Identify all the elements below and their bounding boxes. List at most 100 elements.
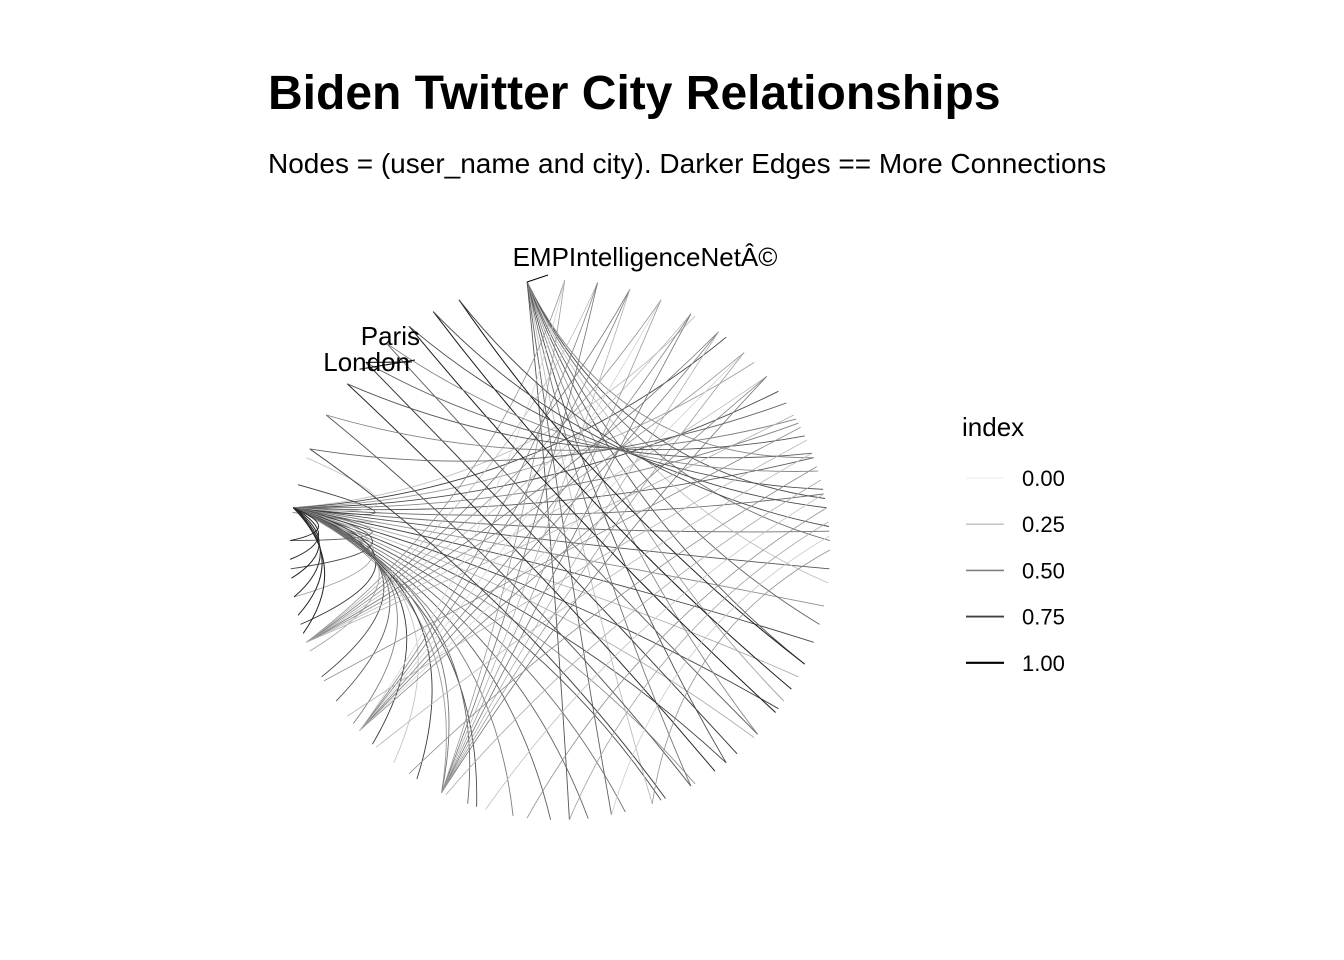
network-edge <box>347 383 805 451</box>
network-edge <box>359 279 566 731</box>
network-edge <box>441 279 566 793</box>
network-edge <box>293 507 799 678</box>
network-edge <box>526 507 827 819</box>
network-edge <box>526 281 570 820</box>
network-edge <box>441 299 662 793</box>
network-edge <box>293 507 727 764</box>
network-edge <box>293 336 727 509</box>
node-label-empintelligence: EMPIntelligenceNetÂ© <box>513 242 778 272</box>
network-edge <box>441 289 631 793</box>
network-edge <box>293 507 471 804</box>
network-edge <box>293 315 696 509</box>
network-edge <box>386 342 819 472</box>
network-edge <box>441 376 768 793</box>
network-edge <box>293 507 408 745</box>
network-edge <box>326 414 797 451</box>
network-edge <box>359 376 768 731</box>
network-edge <box>293 507 814 643</box>
network-edge <box>441 331 720 793</box>
network-edge <box>359 282 598 731</box>
network-edge <box>306 352 745 643</box>
network-edge <box>293 507 514 816</box>
node-label-layer: EMPIntelligenceNetÂ© Paris London <box>323 242 777 377</box>
network-edge <box>293 507 447 793</box>
network-edge <box>293 457 814 511</box>
network-edge <box>526 281 692 787</box>
network-edge <box>526 281 820 625</box>
network-edge <box>432 311 792 690</box>
network-edge <box>293 507 830 570</box>
network-edge <box>408 325 824 490</box>
network-edge <box>526 281 727 764</box>
network-edge <box>306 279 566 643</box>
chart-subtitle: Nodes = (user_name and city). Darker Edg… <box>268 148 1107 179</box>
label-leader-line <box>526 274 549 283</box>
network-edge <box>309 402 787 462</box>
node-label-london: London <box>323 347 410 377</box>
network-edge <box>365 362 738 755</box>
network-edge <box>290 507 373 570</box>
network-edge <box>293 493 825 516</box>
network-edge <box>611 535 830 816</box>
network-edge <box>293 507 385 678</box>
network-edge <box>293 507 626 813</box>
network-edge <box>292 507 321 598</box>
network-edge <box>526 281 785 702</box>
legend-title: index <box>962 412 1024 442</box>
network-edge <box>323 427 801 682</box>
network-edge <box>293 457 379 512</box>
network-edge <box>651 549 831 804</box>
legend: index 0.00 0.25 0.50 0.75 1.00 <box>962 412 1065 676</box>
edge-layer <box>290 274 831 820</box>
network-edge <box>293 507 450 793</box>
network-edge <box>458 299 806 665</box>
network-edge <box>346 439 807 717</box>
network-edge <box>569 521 829 820</box>
network-edge <box>526 281 653 804</box>
network-edge <box>306 282 598 643</box>
network-edge <box>325 414 692 787</box>
legend-label: 0.75 <box>1022 605 1065 630</box>
network-edge <box>309 448 666 799</box>
network-edge <box>485 493 825 810</box>
network-edge <box>290 507 320 560</box>
network-edge <box>306 331 719 643</box>
legend-label: 0.00 <box>1022 466 1065 491</box>
network-edge <box>306 289 631 643</box>
network-edge <box>441 352 745 793</box>
network-edge <box>292 507 326 634</box>
network-edge <box>292 507 323 616</box>
network-edge <box>526 281 805 665</box>
network-edge <box>290 507 320 542</box>
network-edge <box>441 313 692 793</box>
network-edge <box>306 376 768 643</box>
network-edge <box>526 281 758 735</box>
network-edge <box>526 281 826 499</box>
network-edge <box>293 507 662 801</box>
network-edge <box>306 414 794 643</box>
network-edge <box>441 282 598 793</box>
network-edge <box>293 507 380 652</box>
network-edge <box>293 484 376 515</box>
node-label-paris: Paris <box>361 321 420 351</box>
network-edge <box>293 507 391 702</box>
chart-title: Biden Twitter City Relationships <box>268 67 1001 120</box>
legend-label: 1.00 <box>1022 651 1065 676</box>
network-edge <box>293 507 375 598</box>
network-edge <box>359 289 631 731</box>
network-edge <box>445 479 822 795</box>
network-edge <box>408 325 776 713</box>
label-leader-line <box>359 359 416 370</box>
network-edge <box>375 452 813 748</box>
legend-label: 0.50 <box>1022 558 1065 583</box>
network-edge <box>306 313 692 643</box>
network-edge <box>365 362 813 459</box>
network-edge <box>359 352 745 731</box>
legend-label: 0.25 <box>1022 512 1065 537</box>
network-edge <box>293 362 755 509</box>
network-edge <box>526 281 830 542</box>
network-edge <box>386 342 758 735</box>
network-edge <box>290 507 373 542</box>
